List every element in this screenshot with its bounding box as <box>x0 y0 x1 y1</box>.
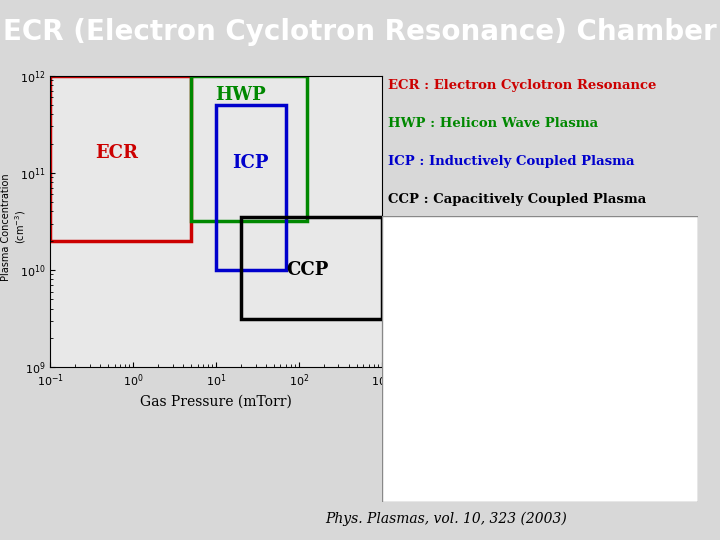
Bar <box>241 217 382 319</box>
Text: CCP : Capacitively Coupled Plasma: CCP : Capacitively Coupled Plasma <box>388 193 647 206</box>
Text: HWP : Helicon Wave Plasma: HWP : Helicon Wave Plasma <box>388 117 598 130</box>
Text: ECR: ECR <box>95 144 138 163</box>
X-axis label: Gas Pressure (mTorr): Gas Pressure (mTorr) <box>140 394 292 408</box>
Text: ICP: ICP <box>233 154 269 172</box>
Text: HWP: HWP <box>215 86 266 104</box>
Bar <box>216 105 287 270</box>
Text: CCP: CCP <box>286 261 328 279</box>
Text: Phys. Plasmas, vol. 10, 323 (2003): Phys. Plasmas, vol. 10, 323 (2003) <box>325 511 567 525</box>
Bar <box>192 76 307 221</box>
Text: ECR : Electron Cyclotron Resonance: ECR : Electron Cyclotron Resonance <box>388 79 657 92</box>
Bar <box>50 76 192 241</box>
Text: ECR (Electron Cyclotron Resonance) Chamber: ECR (Electron Cyclotron Resonance) Chamb… <box>3 18 717 46</box>
Text: ICP : Inductively Coupled Plasma: ICP : Inductively Coupled Plasma <box>388 155 634 168</box>
Text: Plasma Concentration
(cm$^{-3}$): Plasma Concentration (cm$^{-3}$) <box>1 173 28 281</box>
